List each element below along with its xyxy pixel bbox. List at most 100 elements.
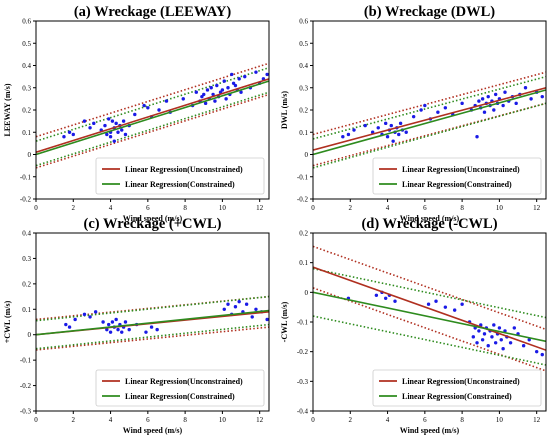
x-tick-label: 0 bbox=[34, 204, 38, 212]
legend-box bbox=[95, 369, 265, 407]
y-tick-label: 0.2 bbox=[22, 280, 31, 288]
plot-area bbox=[313, 245, 546, 372]
y-tick-label: 0 bbox=[28, 151, 32, 159]
data-point bbox=[213, 99, 217, 103]
data-point bbox=[123, 132, 128, 137]
data-point bbox=[155, 327, 159, 332]
data-point bbox=[164, 99, 169, 103]
data-point bbox=[341, 135, 345, 139]
data-point bbox=[475, 135, 479, 139]
data-point bbox=[443, 106, 448, 110]
y-tick-label: 0.4 bbox=[22, 62, 31, 70]
y-tick-label: -0.2 bbox=[297, 196, 309, 204]
data-point bbox=[114, 317, 118, 322]
regression-line bbox=[313, 291, 546, 343]
chart-panel-2: 0 2 4 6 8 10 12 -0.2 -0.1 0 0.1 0.2 0.3 0.4 0.5 0.6 (b) … bbox=[280, 4, 547, 223]
chart-title: (b) Wreckage (DWL) bbox=[364, 4, 495, 20]
data-point bbox=[254, 307, 258, 311]
data-point bbox=[393, 299, 397, 303]
data-point bbox=[92, 121, 96, 126]
data-point bbox=[233, 83, 238, 88]
data-point bbox=[490, 335, 494, 339]
x-tick-label: 2 bbox=[349, 204, 353, 212]
data-point bbox=[540, 352, 544, 357]
x-tick-label: 8 bbox=[460, 416, 464, 424]
data-point bbox=[110, 320, 115, 324]
data-point bbox=[82, 312, 87, 317]
chart-panel-1: 0 2 4 6 8 10 12 -0.2 -0.1 0 0.1 0.2 0.3 0.4 0.5 0.6 (a) … bbox=[3, 4, 270, 223]
data-point bbox=[157, 108, 161, 112]
regression-line bbox=[313, 266, 546, 351]
data-point bbox=[499, 338, 503, 342]
data-point bbox=[482, 332, 487, 336]
x-tick-label: 12 bbox=[533, 416, 541, 424]
data-point bbox=[452, 308, 457, 312]
confidence-band-line bbox=[313, 71, 546, 136]
data-point bbox=[540, 94, 544, 99]
data-point bbox=[146, 106, 150, 110]
y-tick-label: -0.4 bbox=[297, 408, 309, 416]
x-axis-label: Wind speed (m/s) bbox=[400, 426, 460, 435]
data-point bbox=[265, 317, 269, 322]
legend: Linear Regression(Unconstrained) Linear R… bbox=[95, 369, 265, 407]
data-point bbox=[492, 323, 496, 327]
data-point bbox=[254, 70, 258, 74]
x-axis-label: Wind speed (m/s) bbox=[123, 426, 183, 435]
chart-title: (c) Wreckage (+CWL) bbox=[84, 216, 222, 232]
data-point bbox=[205, 88, 210, 92]
data-point bbox=[411, 114, 416, 119]
y-axis-label: +CWL (m/s) bbox=[3, 300, 12, 343]
chart-title: (d) Wreckage (-CWL) bbox=[361, 216, 497, 232]
y-tick-label: -0.3 bbox=[20, 408, 32, 416]
data-point bbox=[352, 128, 356, 132]
data-point bbox=[110, 119, 115, 123]
y-tick-label: 0.4 bbox=[299, 62, 308, 70]
x-tick-label: 4 bbox=[386, 204, 390, 212]
plot-area bbox=[36, 62, 269, 169]
regression-line bbox=[36, 80, 269, 156]
y-tick-label: 0 bbox=[305, 289, 309, 297]
data-point bbox=[230, 72, 234, 77]
x-tick-label: 10 bbox=[496, 204, 504, 212]
x-tick-label: 8 bbox=[183, 204, 187, 212]
data-point bbox=[237, 299, 241, 304]
data-point bbox=[106, 117, 111, 121]
chart-title: (a) Wreckage (LEEWAY) bbox=[74, 4, 232, 20]
data-point bbox=[482, 110, 487, 114]
legend-entry: Linear Regression(Constrained) bbox=[125, 392, 235, 401]
data-point bbox=[224, 97, 228, 101]
confidence-band-line bbox=[313, 102, 546, 167]
x-tick-label: 8 bbox=[183, 416, 187, 424]
legend-box bbox=[372, 157, 542, 195]
data-point bbox=[200, 94, 204, 99]
x-tick-label: 12 bbox=[256, 416, 264, 424]
data-point bbox=[477, 329, 481, 333]
data-point bbox=[434, 299, 438, 303]
data-point bbox=[149, 325, 154, 329]
x-axis-label: Wind speed (m/s) bbox=[123, 214, 183, 223]
data-point bbox=[127, 327, 131, 332]
confidence-band-line bbox=[313, 287, 546, 372]
data-point bbox=[88, 315, 92, 319]
data-point bbox=[116, 130, 120, 134]
data-point bbox=[105, 327, 109, 332]
x-axis-label: Wind speed (m/s) bbox=[400, 214, 460, 223]
data-point bbox=[73, 317, 77, 322]
y-tick-label: -0.3 bbox=[297, 378, 309, 386]
data-point bbox=[512, 326, 517, 330]
data-point bbox=[521, 344, 526, 348]
data-point bbox=[244, 302, 249, 306]
legend-entry: Linear Regression(Unconstrained) bbox=[125, 377, 243, 386]
y-tick-label: 0.3 bbox=[299, 84, 308, 92]
confidence-band-line bbox=[313, 267, 546, 319]
data-point bbox=[376, 126, 380, 130]
data-point bbox=[389, 123, 393, 128]
x-tick-label: 2 bbox=[72, 416, 76, 424]
y-tick-label: 0.1 bbox=[22, 306, 31, 314]
x-tick-label: 6 bbox=[146, 416, 150, 424]
data-point bbox=[112, 139, 116, 143]
data-point bbox=[501, 347, 505, 351]
data-point bbox=[237, 77, 241, 81]
y-tick-label: -0.2 bbox=[297, 348, 309, 356]
data-point bbox=[492, 108, 496, 112]
